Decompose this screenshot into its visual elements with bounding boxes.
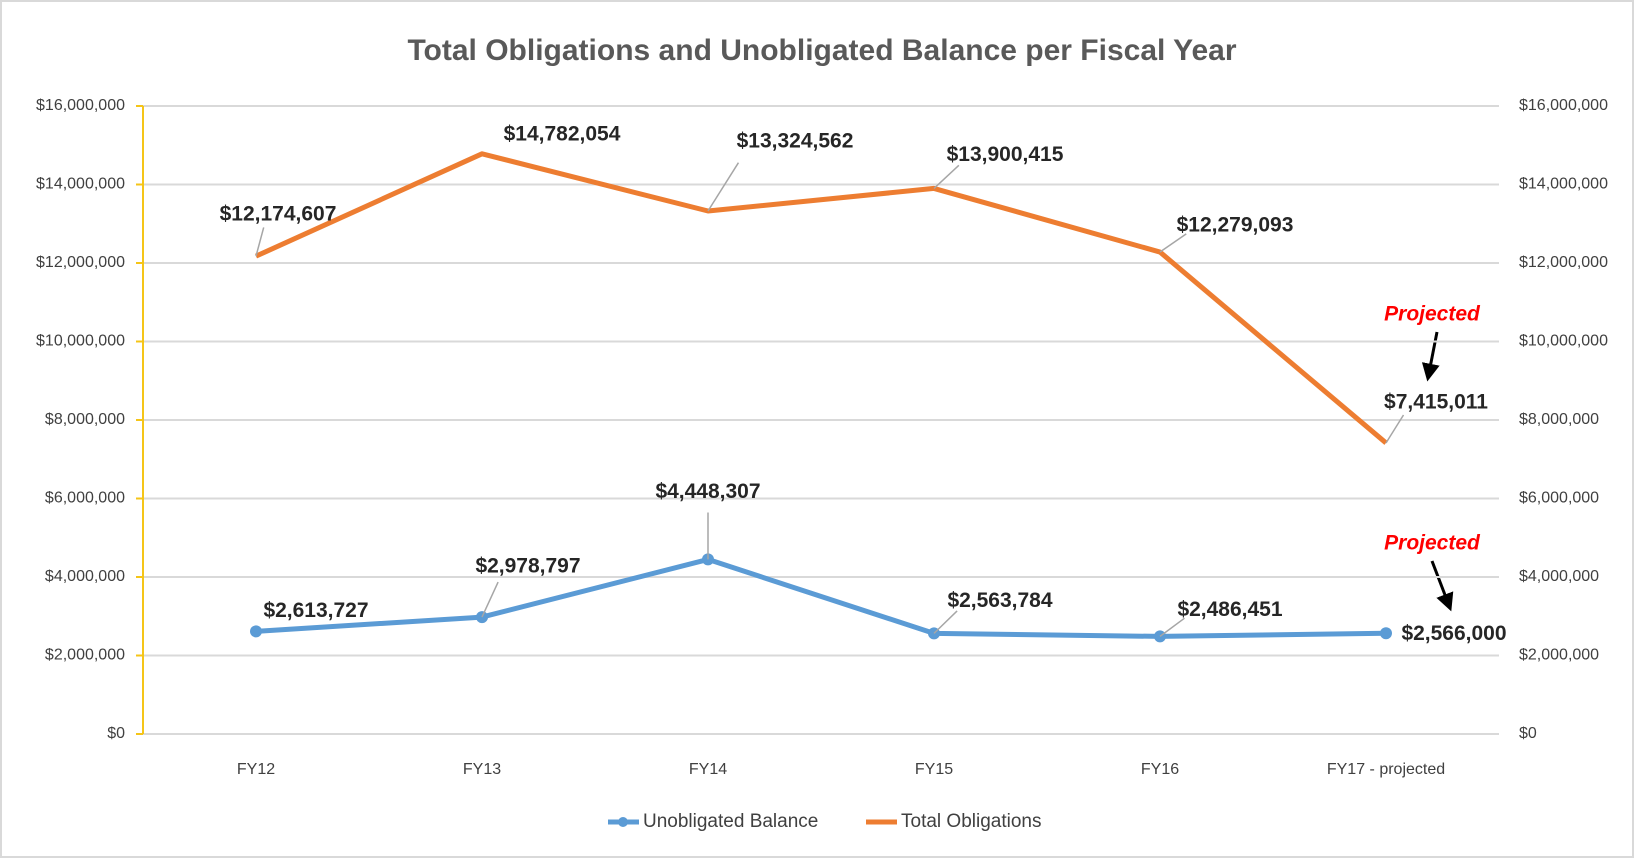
x-tick-label: FY16 [1141,761,1179,778]
y-tick-label: $12,000,000 [36,254,125,271]
y-tick-label: $10,000,000 [36,333,125,350]
leader-line [707,162,740,212]
x-tick-label: FY12 [237,761,275,778]
y-tick-label: $16,000,000 [36,97,125,114]
y-tick-label: $4,000,000 [45,568,125,585]
x-tick-label: FY17 - projected [1327,761,1445,778]
y2-tick-label: $12,000,000 [1519,254,1608,271]
y2-tick-label: $6,000,000 [1519,490,1599,507]
data-label: $13,900,415 [947,143,1064,166]
leader-line [1159,617,1185,638]
x-tick-label: FY13 [463,761,501,778]
y-tick-label: $6,000,000 [45,490,125,507]
y2-tick-label: $4,000,000 [1519,568,1599,585]
data-label: $12,174,607 [220,203,337,226]
series-line [255,556,1387,639]
data-label: $4,448,307 [655,480,760,503]
legend-label: Unobligated Balance [643,811,818,832]
annotation-arrow [1430,560,1454,612]
data-label: $12,279,093 [1177,214,1294,237]
data-label: $2,563,784 [947,589,1052,612]
data-label: $14,782,054 [504,122,621,145]
data-label: $2,566,000 [1401,622,1506,645]
data-label: $2,978,797 [475,555,580,578]
annotation: Projected [1384,303,1481,326]
annotation-arrow [1421,331,1440,382]
y-tick-label: $2,000,000 [45,647,125,664]
y2-tick-label: $2,000,000 [1519,647,1599,664]
leader-line [1385,414,1405,444]
point [250,625,262,638]
leader-line [1159,233,1187,253]
leader-line [481,581,499,618]
leader-line [933,610,958,634]
y-tick-label: $0 [107,725,125,742]
data-label: $7,415,011 [1384,391,1488,414]
legend-label: Total Obligations [901,811,1041,832]
leader-line [255,227,265,257]
data-label: $2,613,727 [263,599,368,622]
x-tick-label: FY14 [689,761,727,778]
x-tick-label: FY15 [915,761,953,778]
y-tick-label: $8,000,000 [45,411,125,428]
y2-tick-label: $14,000,000 [1519,176,1608,193]
point [1380,627,1392,640]
y2-tick-label: $8,000,000 [1519,411,1599,428]
y-tick-label: $14,000,000 [36,176,125,193]
annotation: Projected [1384,532,1481,555]
data-label: $13,324,562 [737,130,854,153]
legend-marker [618,817,628,827]
y2-tick-label: $10,000,000 [1519,333,1608,350]
y2-tick-label: $0 [1519,725,1537,742]
chart-title: Total Obligations and Unobligated Balanc… [407,34,1236,67]
leader-line [933,164,960,189]
y2-tick-label: $16,000,000 [1519,97,1608,114]
series-line [254,151,1388,445]
data-label: $2,486,451 [1177,598,1282,621]
